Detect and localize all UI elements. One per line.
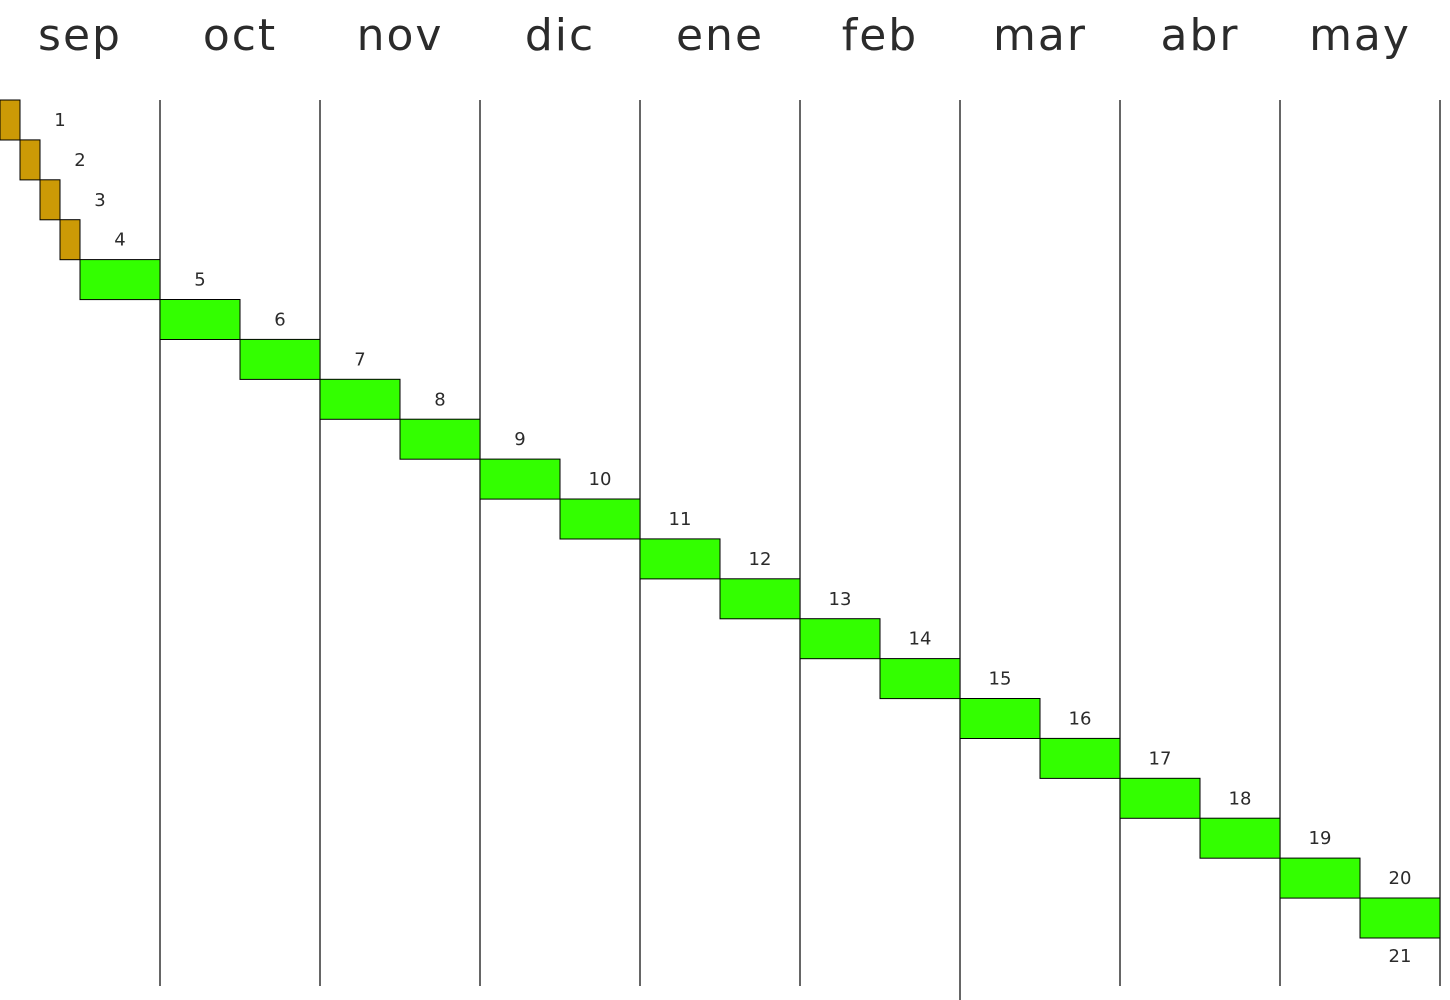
month-label-mar: mar — [993, 10, 1087, 61]
task-label-16: 16 — [1069, 709, 1092, 730]
task-label-1: 1 — [54, 110, 65, 131]
task-bar-15 — [879, 658, 961, 700]
task-bar-10 — [479, 458, 561, 500]
task-label-11: 11 — [669, 509, 692, 530]
task-label-6: 6 — [274, 310, 285, 331]
task-bar-16 — [959, 698, 1041, 739]
task-label-5: 5 — [194, 270, 205, 291]
task-bar-8 — [319, 378, 401, 420]
task-bar-9 — [399, 418, 481, 460]
task-label-17: 17 — [1149, 748, 1172, 769]
month-gridlines — [159, 100, 1441, 1000]
month-labels: sep oct nov dic ene feb mar abr may — [38, 10, 1411, 61]
task-bar-5 — [79, 259, 161, 301]
task-bar-18 — [1119, 777, 1201, 819]
month-label-abr: abr — [1161, 10, 1240, 61]
task-label-9: 9 — [514, 429, 525, 450]
task-label-12: 12 — [749, 549, 772, 570]
task-label-3: 3 — [94, 190, 105, 211]
task-bar-11 — [559, 498, 641, 540]
month-label-feb: feb — [842, 10, 919, 61]
task-label-20: 20 — [1389, 868, 1412, 889]
month-label-nov: nov — [357, 10, 444, 61]
task-bar-17 — [1039, 737, 1121, 779]
task-label-14: 14 — [909, 629, 932, 650]
month-label-oct: oct — [203, 10, 277, 61]
task-bar-19 — [1199, 817, 1281, 859]
task-label-8: 8 — [434, 389, 445, 410]
task-bar-21 — [1359, 897, 1441, 939]
task-label-21: 21 — [1389, 946, 1412, 967]
task-label-7: 7 — [354, 349, 365, 370]
task-label-2: 2 — [74, 150, 85, 171]
month-label-ene: ene — [676, 10, 764, 61]
task-bar-12 — [639, 538, 721, 580]
task-bar-7 — [239, 338, 321, 380]
task-bar-20 — [1279, 857, 1361, 899]
task-bar-4 — [59, 219, 81, 261]
month-label-sep: sep — [38, 10, 122, 61]
task-bars — [0, 99, 1441, 939]
task-label-10: 10 — [589, 469, 612, 490]
task-label-19: 19 — [1309, 828, 1332, 849]
task-bar-14 — [799, 618, 881, 660]
task-bar-3 — [39, 179, 61, 221]
task-label-15: 15 — [989, 669, 1012, 690]
task-bar-2 — [19, 139, 41, 181]
task-bar-13 — [719, 578, 801, 620]
task-label-4: 4 — [114, 230, 125, 251]
task-bar-1 — [0, 99, 21, 141]
month-label-may: may — [1309, 10, 1411, 61]
task-label-13: 13 — [829, 589, 852, 610]
month-label-dic: dic — [525, 10, 595, 61]
task-bar-6 — [159, 299, 241, 340]
task-label-18: 18 — [1229, 788, 1252, 809]
